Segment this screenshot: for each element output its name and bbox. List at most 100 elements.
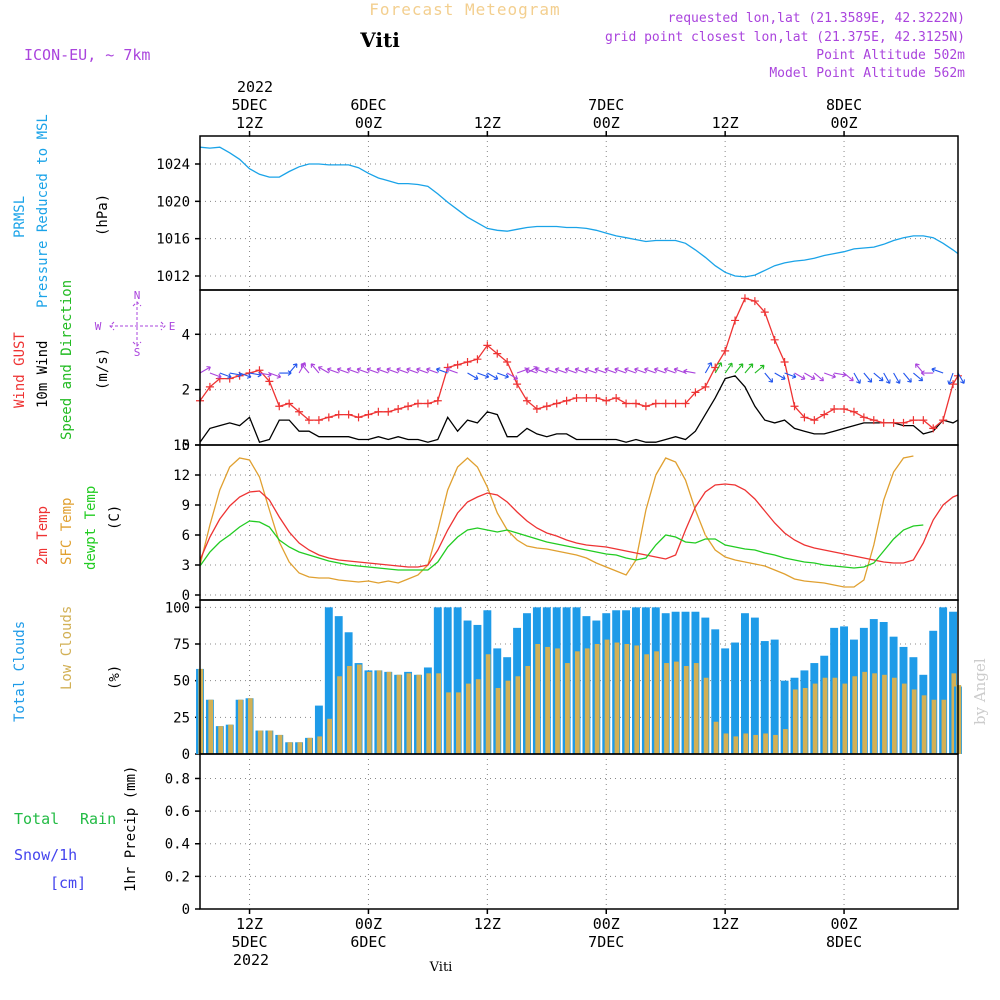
gust-marker <box>840 405 849 414</box>
low-cloud-bar <box>535 644 541 754</box>
sfc-temp-line <box>199 455 914 588</box>
temp-ytick-label: 12 <box>173 468 190 484</box>
wind-arrow <box>744 363 754 374</box>
low-cloud-bar <box>317 736 323 754</box>
gust-marker <box>622 399 631 408</box>
bottom-hour-label: 12Z <box>474 915 501 933</box>
total-cloud-bar <box>750 617 759 754</box>
gust-marker <box>592 393 601 402</box>
wind-arrow <box>913 372 924 382</box>
wind-arrow <box>903 372 912 383</box>
wind-ytick-label: 4 <box>182 327 190 343</box>
gust-marker <box>810 416 819 425</box>
wind-arrow <box>288 363 298 374</box>
wind-panel: 0 2 4 <box>182 290 958 454</box>
pressure-ytick-label: 1016 <box>156 232 190 248</box>
wind-arrow <box>396 367 409 374</box>
low-cloud-bar <box>277 734 283 754</box>
wind-arrow <box>784 372 797 379</box>
dewpoint-line <box>199 520 924 571</box>
low-cloud-bar <box>664 663 669 754</box>
point-altitude: Point Altitude 502m <box>816 48 965 63</box>
low-cloud-bar <box>753 734 759 754</box>
gridpoint-lonlat: grid point closest lon,lat (21.375E, 42.… <box>605 30 965 45</box>
total-cloud-bar <box>731 642 740 754</box>
clouds-ytick-label: 75 <box>173 637 190 653</box>
gust-marker <box>384 407 393 416</box>
wind-arrow <box>554 367 567 374</box>
low-cloud-bar <box>238 699 243 754</box>
gust-marker <box>859 413 868 422</box>
low-cloud-bar <box>505 680 511 754</box>
low-cloud-bar <box>297 742 303 754</box>
pressure-ytick-label: 1020 <box>156 194 190 210</box>
wind-arrow <box>683 368 696 375</box>
temp-label-dew: dewpt Temp <box>83 486 99 570</box>
gust-marker <box>750 297 759 306</box>
precip-panel: 0 0.2 0.4 0.6 0.8 <box>165 754 958 918</box>
low-cloud-bar <box>832 677 838 754</box>
clouds-label-total: Total Clouds <box>12 621 28 722</box>
low-cloud-bar <box>792 689 798 754</box>
wind-arrow <box>774 372 786 381</box>
precip-label-snow: Snow/1h <box>14 846 77 864</box>
wind-unit: (m/s) <box>95 348 111 390</box>
wind-arrow <box>317 366 330 374</box>
bottom-year: 2022 <box>233 951 269 969</box>
wind-arrow <box>535 367 547 374</box>
compass-e: E <box>169 320 176 333</box>
wind-ytick-label: 2 <box>182 383 190 399</box>
compass-rose: N S W E <box>95 289 176 359</box>
pressure-unit: (hPa) <box>95 194 111 236</box>
bottom-date-label: 6DEC <box>350 933 386 951</box>
wind-arrow <box>300 363 310 374</box>
gust-marker <box>364 410 373 419</box>
wind-direction-arrows <box>199 362 965 385</box>
wind-arrow <box>416 367 429 374</box>
top-date-label: 5DEC <box>231 96 267 114</box>
wind-arrow <box>406 367 419 374</box>
low-cloud-bar <box>852 676 858 754</box>
low-cloud-bar <box>624 644 630 754</box>
wind-arrow <box>724 362 733 374</box>
gust-marker <box>602 396 611 405</box>
wind-arrow <box>574 367 587 374</box>
low-cloud-bar <box>931 699 937 754</box>
gust-marker <box>532 405 541 414</box>
top-hour-label: 00Z <box>593 114 620 132</box>
gust-marker <box>849 407 858 416</box>
wind-arrow <box>269 372 282 379</box>
gust-marker <box>830 405 839 414</box>
gust-marker <box>731 316 740 325</box>
low-cloud-bar <box>911 689 917 754</box>
wind-arrow <box>663 367 676 374</box>
clouds-ytick-label: 0 <box>182 747 190 763</box>
wind-arrow <box>947 372 954 385</box>
gust-marker <box>552 399 561 408</box>
wind-arrow <box>506 372 519 381</box>
gust-marker <box>463 357 472 366</box>
total-cloud-bar <box>760 641 769 754</box>
wind-arrow <box>734 363 744 374</box>
gust-marker <box>522 396 531 405</box>
wind-arrow <box>634 367 647 374</box>
total-cloud-bar <box>770 639 779 754</box>
low-cloud-bar <box>634 645 640 754</box>
gust-marker <box>661 399 670 408</box>
model-altitude: Model Point Altitude 562m <box>769 66 965 81</box>
precip-ytick-label: 0.6 <box>165 804 190 820</box>
wind-arrow <box>873 372 884 382</box>
wind-arrow <box>931 367 944 374</box>
total-cloud-bar <box>721 648 730 754</box>
precip-label-rain: Rain <box>80 810 116 828</box>
clouds-label-low: Low Clouds <box>59 606 75 690</box>
gust-marker <box>285 399 294 408</box>
pressure-label-1: PRMSL <box>12 196 28 238</box>
gust-marker <box>394 405 403 414</box>
gust-marker <box>483 341 492 350</box>
low-cloud-bar <box>892 677 897 754</box>
gust-marker <box>354 413 363 422</box>
pressure-ytick-label: 1012 <box>156 269 190 285</box>
low-cloud-bar <box>594 644 600 754</box>
